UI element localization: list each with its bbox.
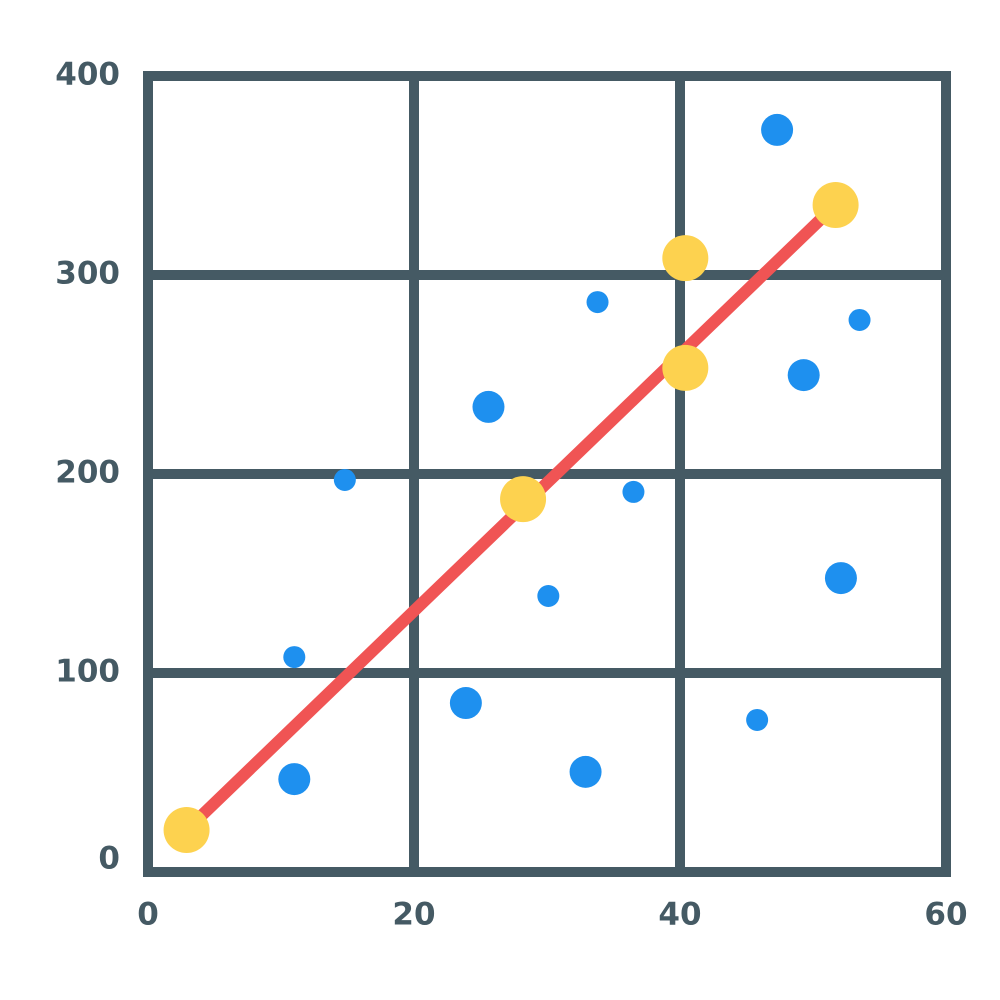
x-tick-label: 0	[137, 897, 159, 933]
scatter-point	[283, 646, 306, 669]
scatter-point	[824, 562, 857, 595]
scatter-point	[746, 708, 769, 731]
y-tick-label: 400	[55, 57, 120, 93]
scatter-point	[662, 344, 709, 391]
scatter-point	[622, 480, 645, 503]
y-tick-label: 100	[55, 654, 120, 690]
x-tick-label: 20	[392, 897, 435, 933]
y-tick-label: 0	[98, 841, 120, 877]
scatter-point	[848, 308, 871, 331]
scatter-point	[278, 763, 311, 796]
scatter-point	[787, 359, 820, 392]
scatter-point	[812, 181, 859, 228]
scatter-point	[586, 291, 609, 314]
scatter-point	[761, 113, 794, 146]
scatter-point	[500, 476, 547, 523]
scatter-point	[333, 468, 356, 491]
scatter-point	[569, 755, 602, 788]
x-tick-label: 60	[924, 897, 967, 933]
scatter-point	[537, 584, 560, 607]
scatter-point	[163, 807, 210, 854]
x-tick-label: 40	[658, 897, 701, 933]
scatter-point	[662, 235, 709, 282]
y-tick-label: 200	[55, 455, 120, 491]
scatter-point	[472, 390, 505, 423]
y-tick-label: 300	[55, 256, 120, 292]
scatter-point	[449, 687, 482, 720]
